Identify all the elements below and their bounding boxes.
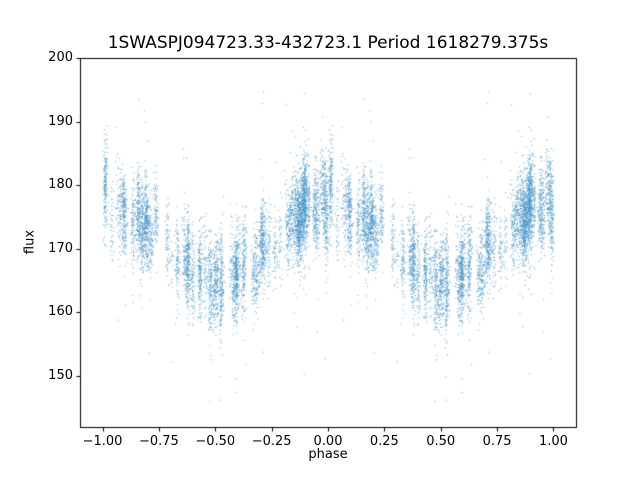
y-tick-label: 180 [48, 177, 73, 193]
y-tick-label: 160 [48, 304, 73, 320]
x-tick-label: 0.00 [313, 434, 343, 449]
y-tick-label: 190 [48, 113, 73, 129]
x-tick-label: −0.50 [195, 434, 236, 449]
x-tick-label: 0.50 [426, 434, 456, 449]
x-tick-label: −0.25 [251, 434, 292, 449]
y-tick-label: 170 [48, 240, 73, 256]
y-tick-label: 150 [48, 368, 73, 384]
chart-title: 1SWASPJ094723.33-432723.1 Period 1618279… [107, 33, 549, 53]
y-tick-label: 200 [48, 50, 73, 65]
x-tick-label: −0.75 [138, 434, 179, 449]
x-tick-label: 0.25 [369, 434, 399, 449]
x-axis-label: phase [308, 447, 348, 462]
x-tick-label: 1.00 [538, 434, 568, 449]
x-tick-label: −1.00 [82, 434, 123, 449]
x-tick-label: 0.75 [482, 434, 512, 449]
